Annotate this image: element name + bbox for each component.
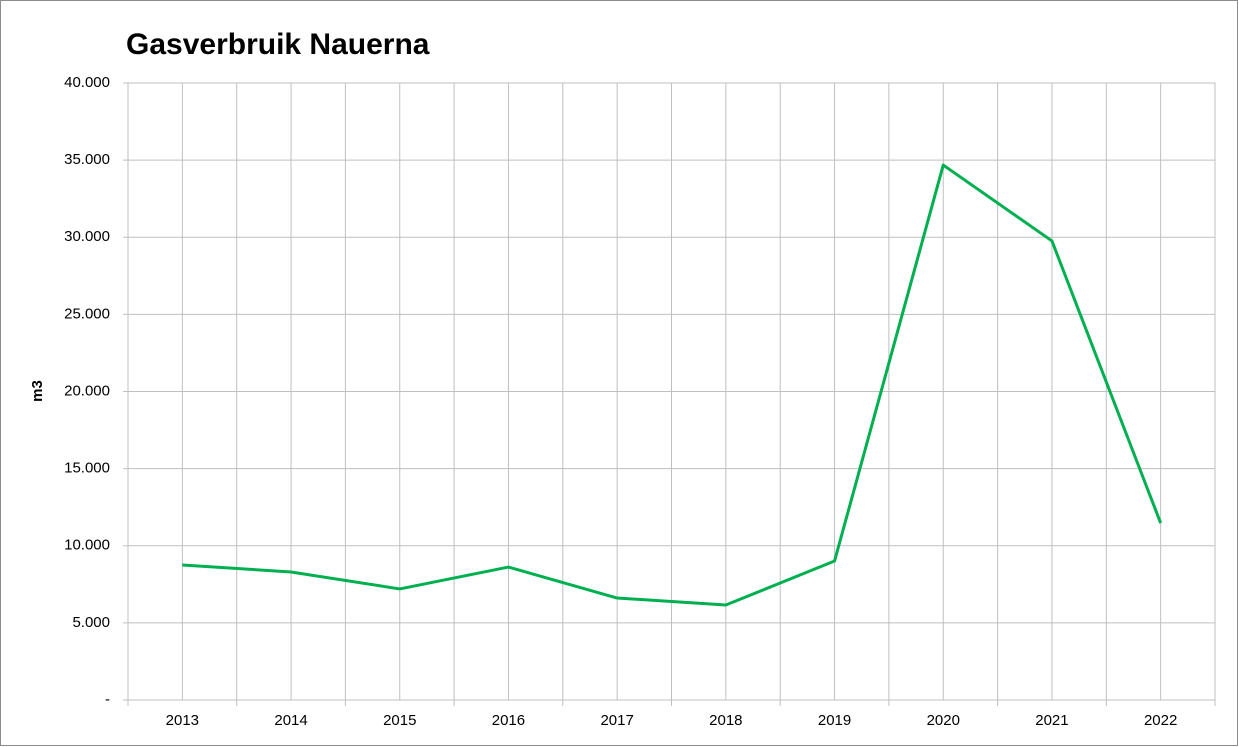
y-tick-label: 20.000 bbox=[64, 382, 110, 399]
y-tick-label: 5.000 bbox=[72, 614, 110, 631]
x-tick-label: 2013 bbox=[166, 712, 199, 729]
y-tick-label: 25.000 bbox=[64, 305, 110, 322]
chart-title: Gasverbruik Nauerna bbox=[126, 28, 430, 61]
data-line bbox=[182, 163, 1163, 607]
x-tick-label: 2014 bbox=[274, 712, 307, 729]
x-tick-label: 2022 bbox=[1144, 712, 1177, 729]
x-tick-label: 2017 bbox=[600, 712, 633, 729]
y-tick-label: 35.000 bbox=[64, 151, 110, 168]
x-tick-label: 2021 bbox=[1035, 712, 1068, 729]
y-axis-label: m3 bbox=[29, 380, 46, 402]
y-tick-label: 10.000 bbox=[64, 537, 110, 554]
y-tick-label: 30.000 bbox=[64, 228, 110, 245]
x-tick-label: 2018 bbox=[709, 712, 742, 729]
x-tick-label: 2019 bbox=[818, 712, 851, 729]
x-tick-label: 2015 bbox=[383, 712, 416, 729]
y-tick-label: - bbox=[105, 691, 110, 708]
y-tick-label: 15.000 bbox=[64, 460, 110, 477]
x-tick-label: 2020 bbox=[927, 712, 960, 729]
y-tick-label: 40.000 bbox=[64, 74, 110, 91]
x-tick-label: 2016 bbox=[492, 712, 525, 729]
